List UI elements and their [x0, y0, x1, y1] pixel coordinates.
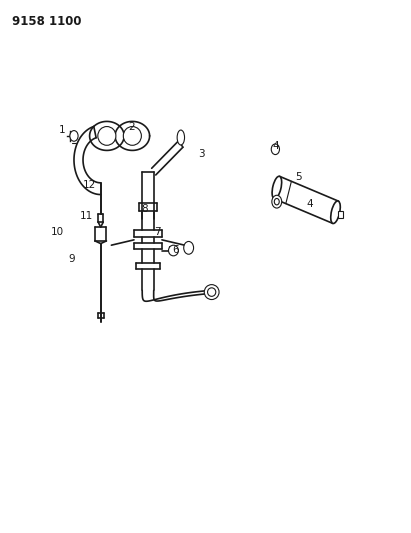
Text: 12: 12 [83, 181, 96, 190]
Ellipse shape [271, 144, 279, 155]
Ellipse shape [70, 131, 78, 141]
Text: 9: 9 [69, 254, 75, 263]
Ellipse shape [331, 201, 340, 223]
Ellipse shape [123, 126, 141, 146]
Ellipse shape [272, 176, 282, 199]
Ellipse shape [169, 245, 178, 256]
Ellipse shape [98, 126, 116, 146]
Text: 7: 7 [155, 227, 161, 237]
Ellipse shape [208, 288, 216, 296]
Ellipse shape [272, 195, 282, 208]
Text: 9158 1100: 9158 1100 [12, 15, 82, 28]
Ellipse shape [177, 130, 185, 145]
Text: 5: 5 [295, 172, 302, 182]
Text: 6: 6 [172, 245, 179, 255]
Text: 11: 11 [80, 212, 93, 221]
Text: 4: 4 [306, 199, 313, 208]
Text: 2: 2 [128, 122, 135, 132]
Text: 10: 10 [51, 227, 64, 237]
Ellipse shape [184, 241, 194, 254]
Ellipse shape [204, 285, 219, 300]
Bar [337, 211, 343, 217]
Ellipse shape [274, 198, 279, 205]
Text: 3: 3 [198, 149, 205, 158]
Text: 1: 1 [59, 125, 66, 134]
Text: 4: 4 [273, 141, 279, 151]
Text: 8: 8 [141, 204, 148, 214]
